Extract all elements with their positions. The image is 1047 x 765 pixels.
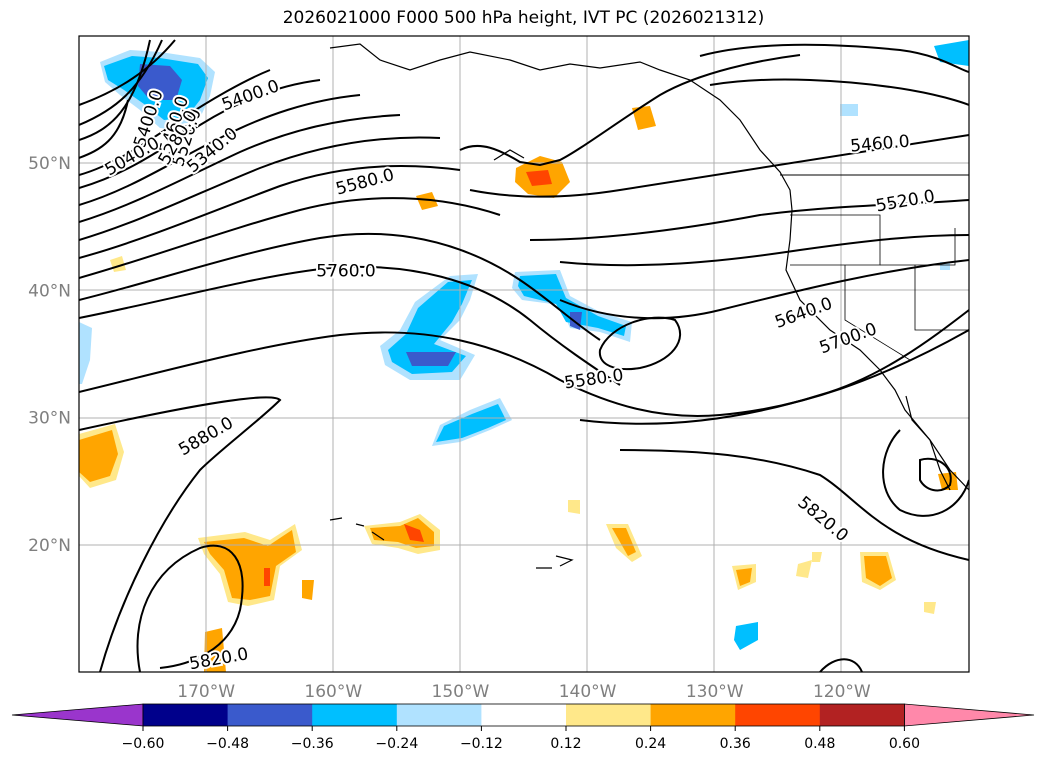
longitude-labels: 170°W 160°W 150°W 140°W 130°W 120°W [177, 682, 871, 702]
lon-label: 130°W [686, 682, 744, 702]
lon-label: 170°W [177, 682, 235, 702]
colorbar-segment [481, 704, 567, 726]
lon-label: 160°W [304, 682, 362, 702]
colorbar-tick-label: 0.36 [720, 736, 751, 752]
ivt-negative-shading [79, 40, 969, 650]
colorbar-segment [735, 704, 821, 726]
lat-label: 20°N [28, 536, 71, 556]
map-frame [78, 35, 970, 673]
colorbar-tick-label: 0.60 [889, 736, 920, 752]
colorbar-segment [143, 704, 229, 726]
lon-label: 140°W [559, 682, 617, 702]
colorbar-tick-label: 0.24 [635, 736, 666, 752]
colorbar-tick-label: −0.12 [460, 736, 503, 752]
lon-label: 150°W [432, 682, 490, 702]
lat-label: 40°N [28, 281, 71, 301]
colorbar-segment [819, 704, 905, 726]
colorbar-tick-label: −0.60 [122, 736, 165, 752]
lat-label: 30°N [28, 409, 71, 429]
colorbar-extend-high [904, 703, 1035, 727]
contour-label: 5760.0 [316, 261, 375, 281]
colorbar-segment [650, 704, 736, 726]
colorbar: −0.60 −0.48 −0.36 −0.24 −0.12 0.12 0.24 0.36 0.4… [11, 703, 1035, 752]
colorbar-tick-label: −0.36 [291, 736, 334, 752]
colorbar-tick-label: −0.48 [206, 736, 249, 752]
colorbar-tick-label: 0.48 [804, 736, 835, 752]
colorbar-extend-low [11, 703, 144, 727]
gridlines [79, 36, 969, 672]
colorbar-segment [312, 704, 398, 726]
colorbar-tick-label: 0.12 [550, 736, 581, 752]
latitude-labels: 50°N 40°N 30°N 20°N [28, 154, 71, 556]
colorbar-segment [396, 704, 482, 726]
colorbar-segment [227, 704, 313, 726]
colorbar-tick-label: −0.24 [375, 736, 418, 752]
map-title: 2026021000 F000 500 hPa height, IVT PC (… [282, 8, 765, 28]
colorbar-segment [566, 704, 652, 726]
lon-label: 120°W [813, 682, 871, 702]
colorbar-outline [142, 703, 905, 727]
lat-label: 50°N [28, 154, 71, 174]
height-contours [79, 39, 969, 672]
